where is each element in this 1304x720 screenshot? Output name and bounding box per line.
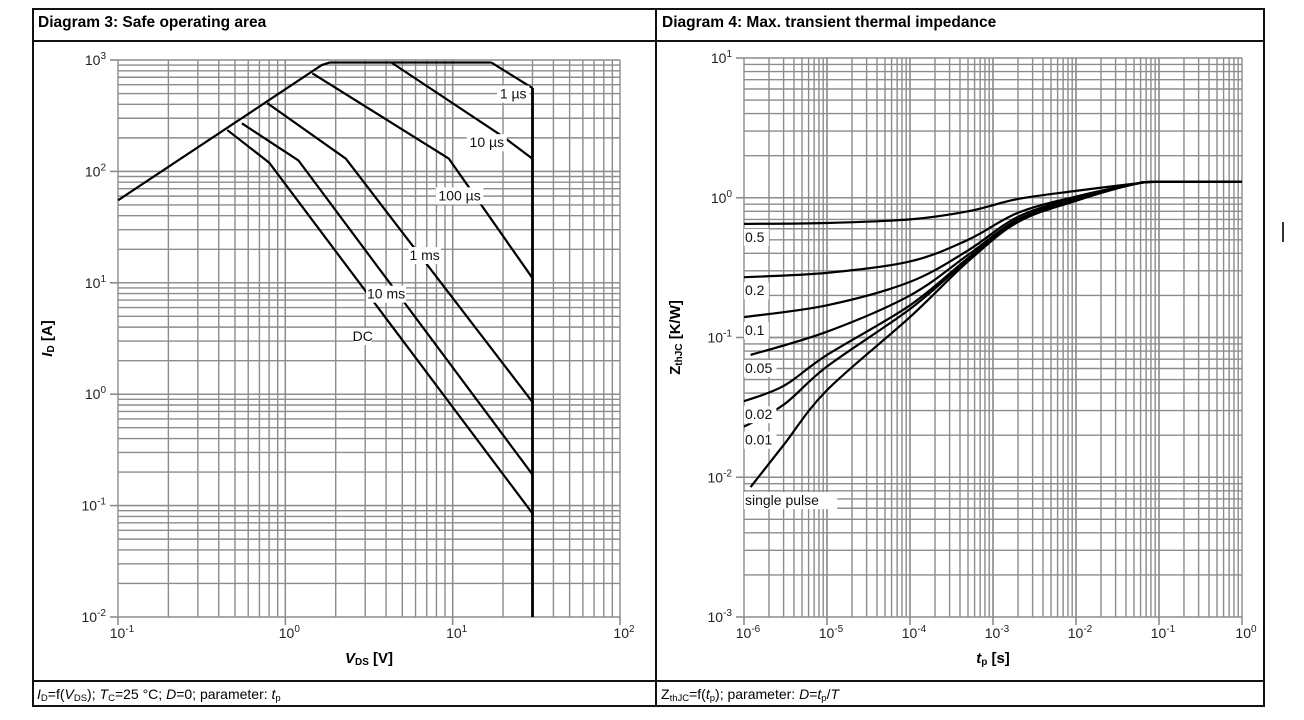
cap-l-9: t [271, 686, 276, 702]
cap-l-6: =25 °C; [114, 686, 167, 702]
left-diagram-title: Diagram 3: Safe operating area [38, 14, 267, 31]
cap-l-1: I [37, 686, 41, 702]
cap-l-2: =f( [47, 686, 65, 702]
cap-l-7: D [166, 686, 177, 702]
right-diagram-title: Diagram 4: Max. transient thermal impeda… [662, 14, 997, 31]
cap-r-8: / [826, 686, 831, 702]
diagram-table [32, 8, 1265, 707]
cap-r-9: T [830, 686, 840, 702]
margin-mark [1282, 222, 1284, 242]
cap-l-8: =0; parameter: [176, 686, 272, 702]
right-caption: ZthJC=f(tp); parameter: D=tp/T [661, 686, 839, 704]
cap-r-7s: p [821, 693, 827, 704]
cap-l-3: V [64, 686, 74, 702]
cap-r-3s: p [709, 693, 716, 704]
cap-r-6: = [809, 686, 818, 702]
cap-l-9s: p [275, 693, 281, 704]
cap-r-1: Z [661, 686, 670, 702]
cap-r-4: ); parameter: [715, 686, 800, 702]
column-divider [655, 8, 657, 707]
caption-row-divider [32, 680, 1265, 682]
left-caption: ID=f(VDS); TC=25 °C; D=0; parameter: tp [37, 686, 281, 704]
cap-l-3s: DS [73, 693, 88, 704]
cap-r-7: t [817, 686, 822, 702]
cap-r-3: t [705, 686, 710, 702]
title-row-divider [32, 40, 1265, 42]
cap-r-2: =f( [689, 686, 706, 702]
cap-l-4: ); [87, 686, 100, 702]
cap-l-5s: C [108, 693, 115, 704]
cap-l-5: T [99, 686, 109, 702]
cap-r-5: D [799, 686, 810, 702]
cap-l-1s: D [40, 693, 48, 704]
cap-r-1s: thJC [669, 693, 690, 704]
